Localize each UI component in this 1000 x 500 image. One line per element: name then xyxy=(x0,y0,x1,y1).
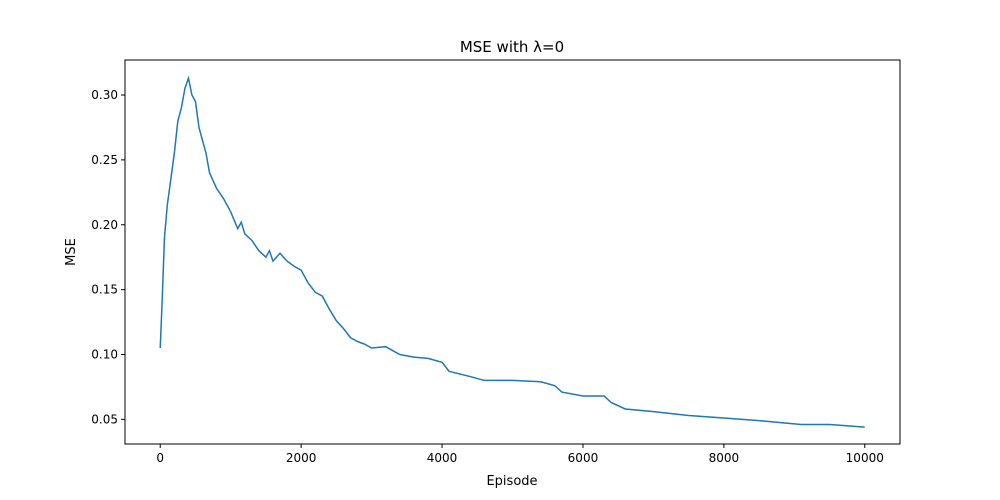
x-tick-label: 4000 xyxy=(427,451,458,465)
x-tick-label: 10000 xyxy=(846,451,884,465)
y-tick-label: 0.30 xyxy=(91,88,118,102)
data-line xyxy=(159,75,865,428)
y-tick-label: 0.25 xyxy=(91,153,118,167)
y-tick-label: 0.20 xyxy=(91,218,118,232)
x-tick-label: 2000 xyxy=(286,451,317,465)
x-tick-label: 8000 xyxy=(709,451,740,465)
y-tick-label: 0.15 xyxy=(91,283,118,297)
plot-frame xyxy=(124,59,901,445)
chart-title: MSE with λ=0 xyxy=(460,38,564,56)
x-tick-label: 0 xyxy=(156,451,164,465)
y-axis-label: MSE xyxy=(64,238,79,266)
x-axis-label: Episode xyxy=(486,474,537,489)
y-tick-label: 0.05 xyxy=(91,412,118,426)
y-tick-label: 0.10 xyxy=(91,347,118,361)
x-tick-label: 6000 xyxy=(568,451,599,465)
